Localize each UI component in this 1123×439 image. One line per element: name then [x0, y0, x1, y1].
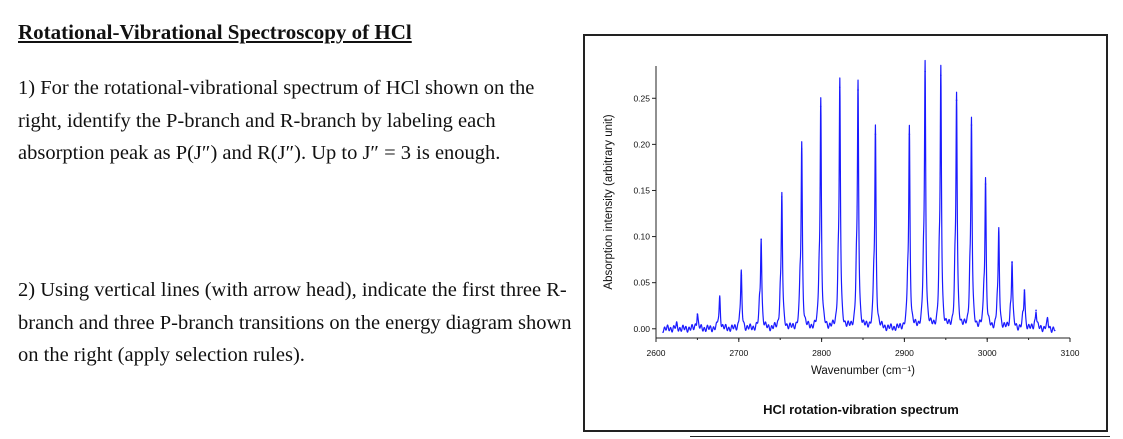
spectrum-chart: 2600 2700 2800 2900 3000 3100 0.00 0.05 0.10 0.15… — [603, 59, 1080, 417]
spectrum-peak — [781, 196, 783, 198]
spectrum-peak — [800, 148, 803, 150]
chart-ticks: 2600 2700 2800 2900 3000 3100 0.00 0.05 0.10 0.15… — [633, 93, 1079, 358]
spectrum-series-line — [662, 59, 1056, 333]
spectrum-peak — [819, 105, 822, 108]
x-tick-label: 3000 — [978, 348, 997, 358]
spectrum-peak — [839, 86, 841, 89]
y-tick-label: 0.10 — [633, 232, 650, 242]
x-tick-label: 2800 — [812, 348, 831, 358]
spectrum-peak — [955, 99, 958, 101]
spectrum-peak — [718, 297, 721, 300]
spectrum-peak — [970, 124, 973, 126]
chart-axes — [655, 66, 1070, 339]
peak-marks — [675, 70, 1049, 326]
spectrum-peak — [874, 133, 877, 136]
y-axis-label: Absorption intensity (arbitrary unit) — [603, 114, 615, 289]
chart-title: HCl rotation-vibration spectrum — [763, 402, 959, 417]
spectrum-peak — [1011, 261, 1013, 264]
spectrum-peak — [857, 89, 859, 91]
y-tick-label: 0.15 — [633, 185, 650, 195]
page-title: Rotational-Vibrational Spectroscopy of H… — [18, 20, 412, 44]
question-1: 1) For the rotational-vibrational spectr… — [18, 77, 535, 164]
spectrum-peak — [997, 232, 1000, 234]
y-tick-label: 0.00 — [633, 324, 650, 334]
spectrum-peak — [696, 313, 699, 315]
spectrum-peak — [984, 183, 987, 185]
spectrum-peak — [1046, 319, 1049, 322]
spectrum-peak — [1035, 309, 1037, 312]
x-tick-label: 2600 — [647, 348, 666, 358]
spectrum-peak — [924, 70, 926, 73]
spectrum-figure: 2600 2700 2800 2900 3000 3100 0.00 0.05 0.10 0.15… — [583, 34, 1108, 432]
spectrum-peak — [760, 238, 762, 241]
spectrum-peak — [940, 74, 942, 77]
x-tick-label: 2900 — [895, 348, 914, 358]
y-tick-label: 0.20 — [633, 139, 650, 149]
x-tick-label: 2700 — [729, 348, 748, 358]
y-tick-label: 0.25 — [633, 93, 650, 103]
spectrum-peak — [908, 133, 911, 136]
x-tick-label: 3100 — [1061, 348, 1080, 358]
spectrum-peak — [675, 324, 678, 326]
x-axis-label: Wavenumber (cm⁻¹) — [811, 365, 915, 377]
question-2: 2) Using vertical lines (with arrow head… — [18, 279, 572, 366]
spectrum-peak — [740, 274, 743, 277]
spectrum-peak — [1023, 289, 1026, 291]
divider-line — [690, 436, 1110, 437]
y-tick-label: 0.05 — [633, 278, 650, 288]
